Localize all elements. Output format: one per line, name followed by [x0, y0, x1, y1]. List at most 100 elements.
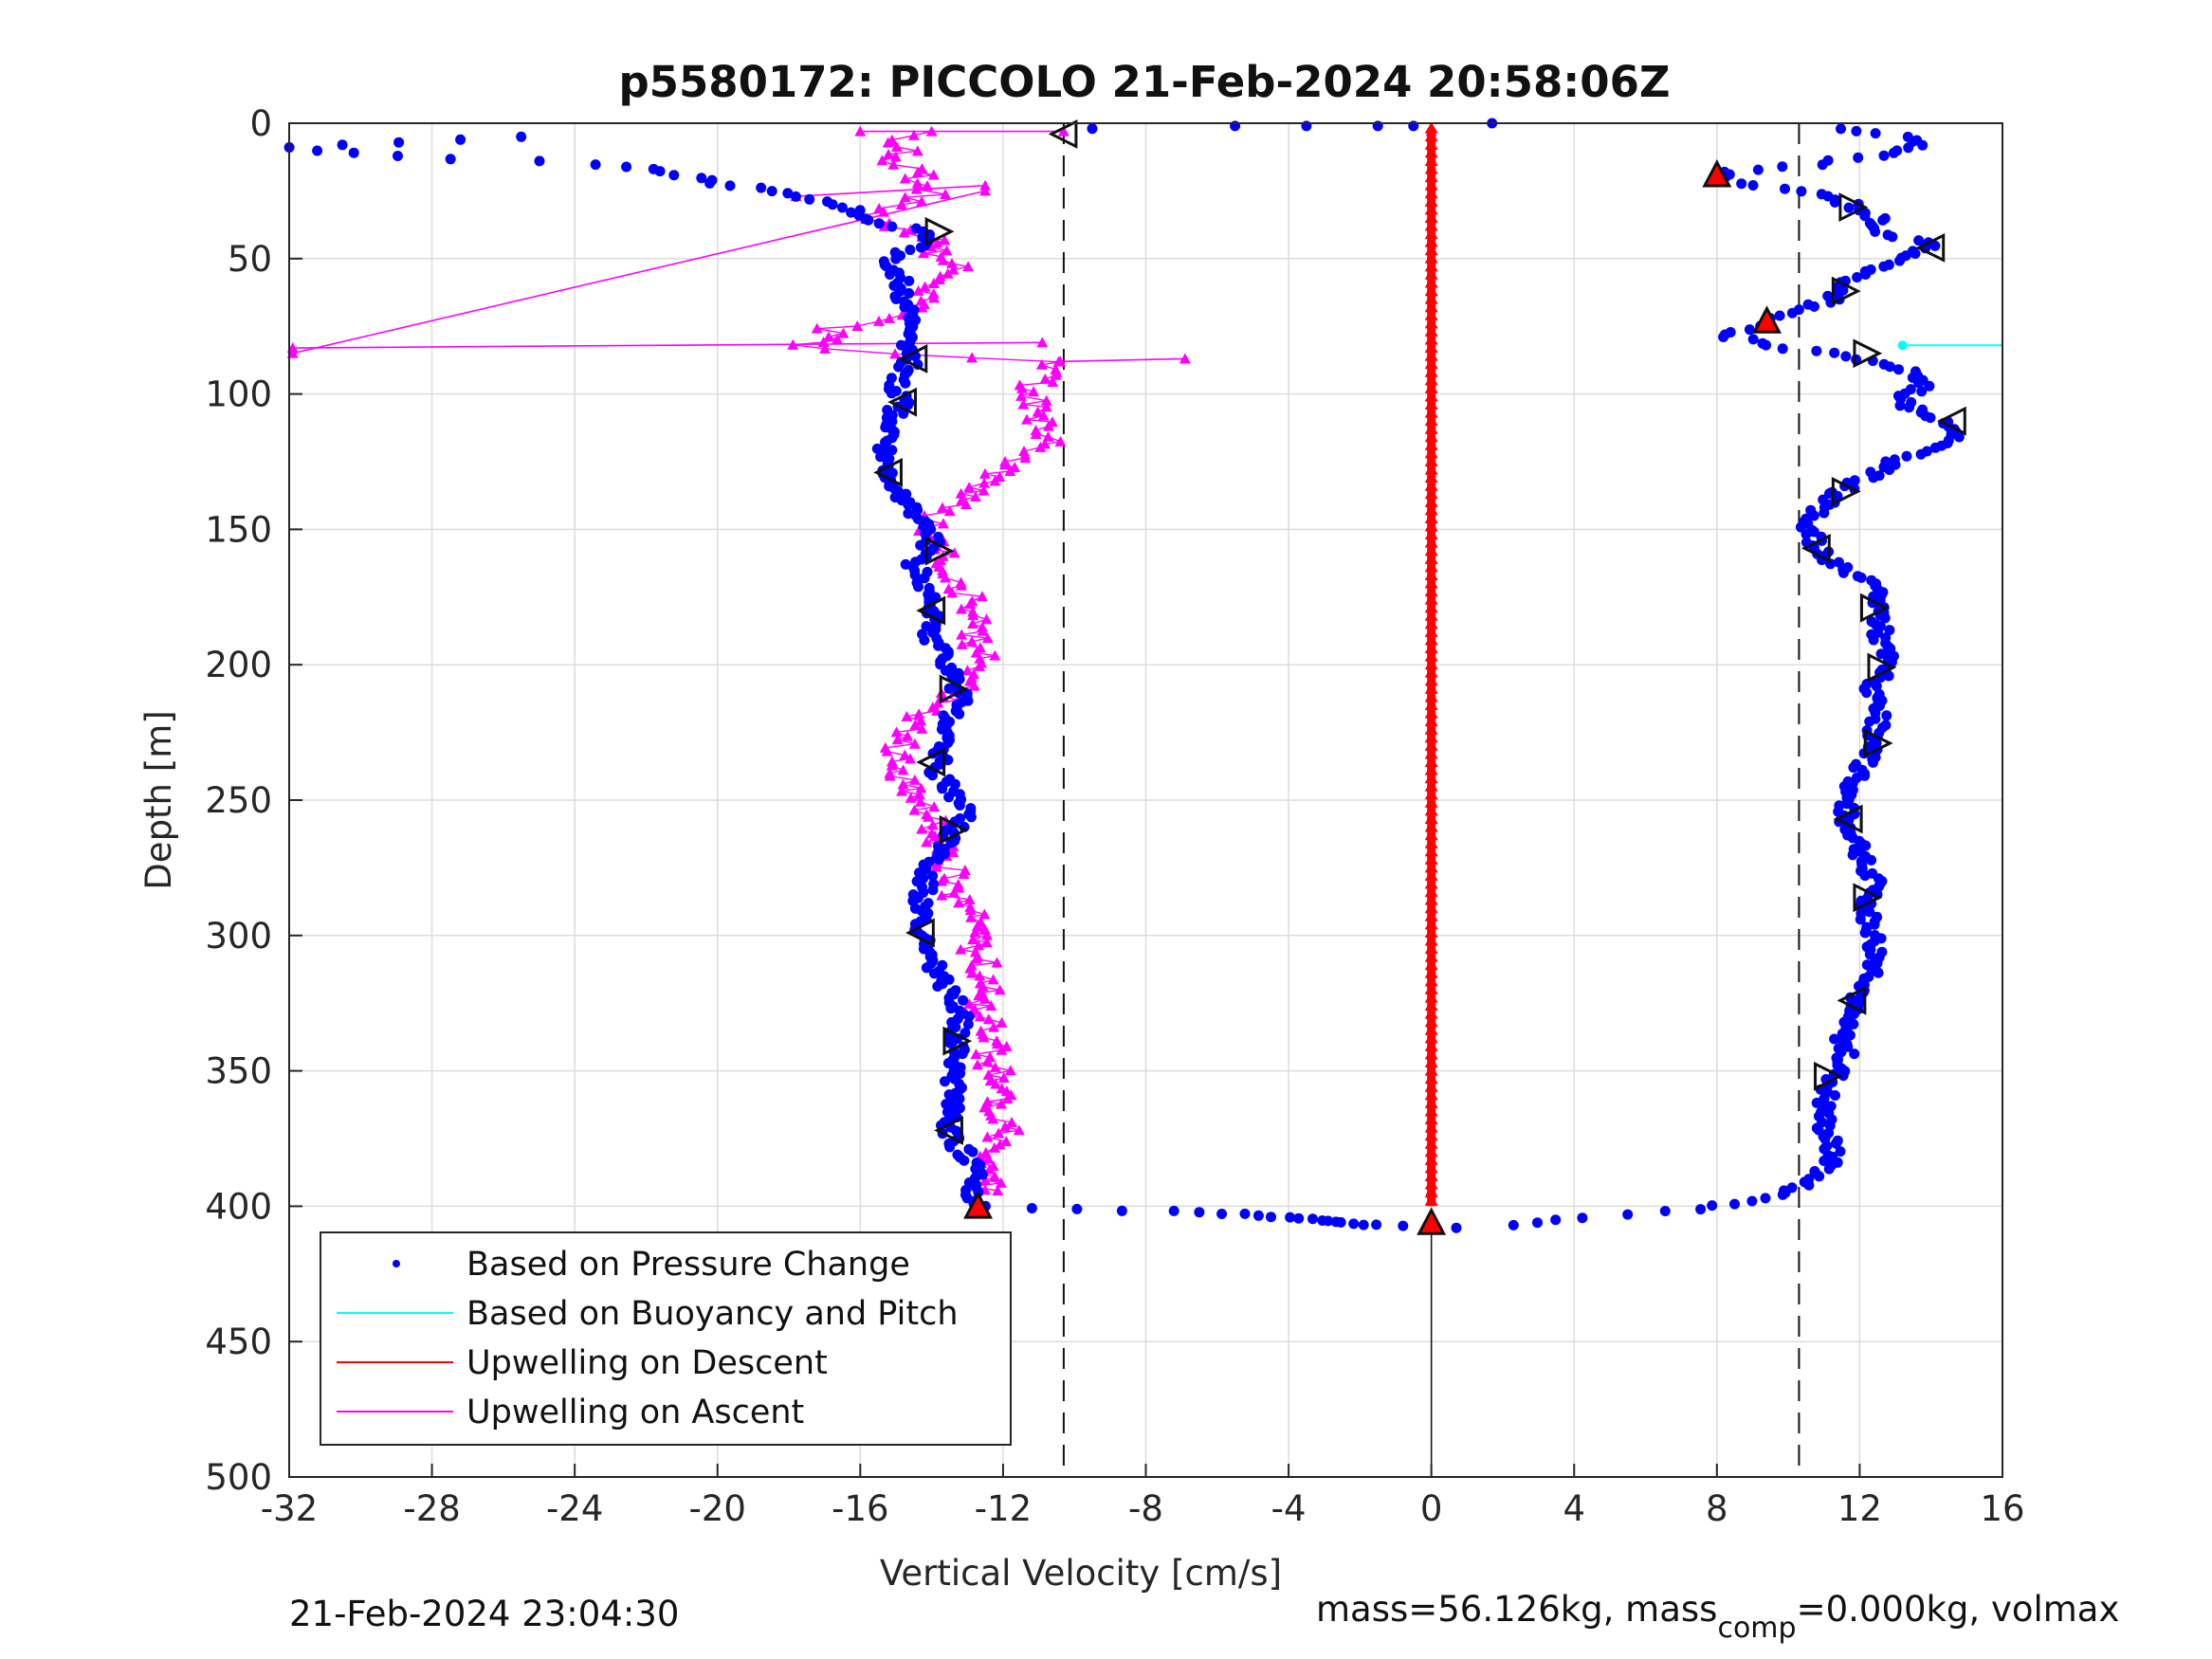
upwelling-descent-point	[1424, 463, 1438, 475]
upwelling-ascent-point	[946, 257, 959, 268]
upwelling-ascent-point	[956, 638, 968, 649]
pressure-descent-point	[1837, 1070, 1849, 1082]
upwelling-ascent-point	[1054, 435, 1067, 447]
upwelling-ascent-point	[955, 943, 967, 955]
x-tick-label: 12	[1837, 1488, 1882, 1529]
upwelling-ascent-point	[873, 315, 886, 326]
upwelling-descent-point	[1424, 487, 1438, 500]
pressure-descent-point	[1929, 442, 1941, 453]
upwelling-ascent-point	[959, 864, 971, 875]
upwelling-ascent-point	[1020, 413, 1033, 425]
x-tick-label: 0	[1420, 1488, 1443, 1529]
upwelling-ascent-point	[995, 1098, 1007, 1109]
pressure-descent-point	[1871, 681, 1882, 692]
upwelling-ascent-point	[947, 264, 960, 275]
y-axis-label: Depth [m]	[138, 710, 179, 889]
pressure-apogee-point	[1216, 1209, 1228, 1219]
pressure-descent-point	[1808, 510, 1819, 521]
pressure-descent-point	[1801, 529, 1812, 540]
pressure-descent-point	[1953, 431, 1965, 443]
upwelling-descent-point	[1424, 788, 1438, 800]
upwelling-ascent-point	[961, 665, 974, 676]
upwelling-ascent-point	[956, 494, 968, 505]
pressure-descent-point	[1729, 1198, 1740, 1210]
upwelling-ascent-point	[991, 957, 1003, 968]
pressure-ascent-point	[393, 137, 405, 148]
pressure-descent-point	[1929, 240, 1941, 251]
pressure-descent-point	[1849, 1048, 1860, 1060]
upwelling-descent-point	[1424, 381, 1438, 393]
right-triangle-marker	[924, 216, 955, 246]
pressure-ascent-point	[889, 246, 901, 258]
pressure-ascent-point	[337, 139, 348, 151]
upwelling-ascent-point	[890, 726, 903, 738]
pressure-descent-point	[1622, 1209, 1634, 1220]
upwelling-ascent-point	[916, 163, 928, 174]
upwelling-descent-point	[1424, 455, 1438, 466]
left-triangle-marker	[934, 1116, 963, 1145]
upwelling-ascent-point	[992, 1184, 1004, 1195]
upwelling-descent-point	[1424, 1023, 1438, 1035]
upwelling-ascent-point	[1040, 394, 1052, 406]
pressure-ascent-point	[900, 558, 911, 570]
pressure-descent-point	[1829, 347, 1840, 358]
upwelling-ascent-point	[941, 267, 954, 279]
upwelling-descent-point	[1424, 1080, 1438, 1092]
upwelling-ascent-point	[965, 959, 978, 971]
pressure-ascent-point	[907, 889, 919, 901]
pressure-descent-point	[1761, 339, 1772, 351]
pressure-descent-point	[1695, 1204, 1707, 1215]
pressure-ascent-point	[445, 154, 456, 165]
upwelling-ascent-point	[966, 635, 978, 647]
upwelling-descent-point	[1424, 1113, 1438, 1125]
pressure-descent-point	[1747, 334, 1759, 345]
upwelling-ascent-point	[974, 977, 986, 989]
pressure-descent-point	[1873, 967, 1884, 978]
upwelling-ascent-point	[989, 1171, 1001, 1182]
pressure-descent-point	[1877, 214, 1889, 226]
pressure-descent-point	[1913, 377, 1924, 389]
upwelling-ascent-point	[1042, 430, 1054, 442]
upwelling-descent-point	[1424, 503, 1438, 516]
upwelling-ascent-point	[1000, 1085, 1013, 1097]
upwelling-descent-point	[1424, 934, 1438, 946]
upwelling-ascent-spike-point	[1054, 356, 1067, 367]
x-tick-label: -28	[403, 1488, 460, 1529]
pressure-ascent-point	[903, 364, 914, 375]
upwelling-descent-point	[1424, 390, 1438, 402]
upwelling-ascent-point	[974, 1011, 986, 1022]
right-triangle-marker	[1831, 276, 1861, 306]
upwelling-descent-point	[1424, 690, 1438, 702]
right-triangle-marker	[1831, 476, 1861, 506]
upwelling-descent-point	[1424, 187, 1438, 199]
pressure-descent-point	[1870, 226, 1881, 237]
upwelling-descent-point	[1424, 1186, 1438, 1198]
upwelling-ascent-point	[926, 819, 939, 830]
upwelling-descent-point	[1424, 592, 1438, 605]
pressure-descent-point	[1817, 159, 1828, 171]
upwelling-ascent-point	[974, 652, 986, 664]
pressure-descent-point	[1819, 507, 1830, 519]
upwelling-ascent-point	[999, 455, 1012, 466]
upwelling-ascent-point	[1030, 424, 1042, 435]
upwelling-ascent-point	[989, 649, 1001, 661]
pressure-descent-point	[1881, 710, 1892, 721]
upwelling-ascent-point	[787, 338, 799, 350]
upwelling-ascent-point	[995, 1176, 1007, 1188]
upwelling-descent-point	[1424, 1153, 1438, 1165]
reference-lines	[1062, 123, 1801, 1477]
left-triangle-marker	[916, 747, 946, 777]
upwelling-descent-point	[1424, 576, 1438, 589]
upwelling-ascent-point	[965, 911, 978, 922]
upwelling-ascent-point	[999, 1121, 1012, 1132]
pressure-descent-point	[1917, 139, 1929, 151]
upwelling-ascent-point	[908, 804, 921, 815]
upwelling-descent-point	[1424, 568, 1438, 580]
upwelling-ascent-point	[921, 809, 933, 820]
pressure-ascent-point	[971, 1158, 982, 1168]
upwelling-ascent-point	[963, 894, 976, 905]
upwelling-ascent-spike-point	[1057, 125, 1069, 137]
legend-label: Based on Pressure Change	[466, 1246, 910, 1284]
pressure-descent-point	[1870, 128, 1881, 139]
upwelling-descent-point	[1424, 795, 1438, 808]
